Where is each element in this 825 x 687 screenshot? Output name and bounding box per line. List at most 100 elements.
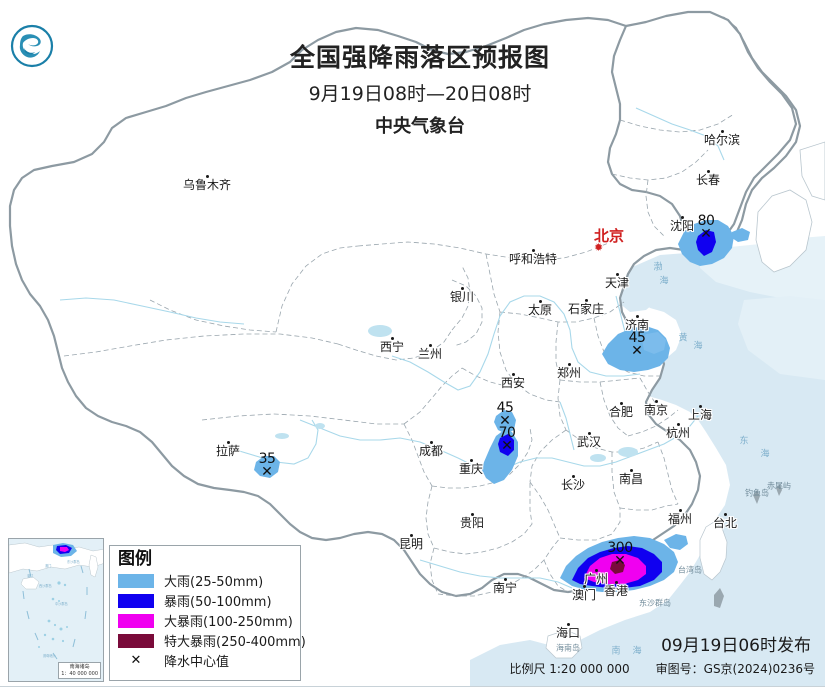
inset-name: 南海诸岛 bbox=[69, 664, 90, 670]
precip-center-x-icon: ✕ bbox=[614, 553, 626, 569]
legend-row-2: 大暴雨(100-250mm) bbox=[118, 611, 294, 631]
rain-area-shandong bbox=[602, 326, 670, 372]
city-dot-icon bbox=[720, 130, 724, 133]
svg-text:西沙群岛: 西沙群岛 bbox=[39, 583, 52, 588]
rain-area-sichuan bbox=[482, 410, 518, 484]
city-dot-icon bbox=[470, 513, 474, 516]
precip-center-x-icon: ✕ bbox=[700, 226, 712, 242]
city-name: 上海 bbox=[687, 408, 713, 422]
legend-row-0: 大雨(25-50mm) bbox=[118, 571, 294, 591]
city-name: 西宁 bbox=[379, 340, 405, 354]
city-label-13: 西安 bbox=[501, 373, 525, 389]
city-label-11: 兰州 bbox=[418, 344, 442, 360]
city-dot-icon bbox=[582, 585, 586, 588]
title-block: 全国强降雨落区预报图 9月19日08时—20日08时 中央气象台 bbox=[250, 43, 590, 138]
cma-dragon-logo bbox=[10, 24, 54, 68]
city-name: 香港 bbox=[603, 584, 629, 598]
legend-label-center: 降水中心值 bbox=[164, 655, 230, 671]
city-dot-icon bbox=[635, 315, 639, 318]
city-dot-icon bbox=[428, 344, 432, 347]
city-dot-icon bbox=[503, 578, 507, 581]
precip-center-x-icon: ✕ bbox=[499, 413, 511, 429]
city-dot-icon bbox=[511, 373, 515, 376]
sea-label-5: 海 bbox=[760, 449, 772, 460]
rain-area-guangdong bbox=[560, 536, 678, 592]
city-name: 石家庄 bbox=[567, 302, 605, 316]
city-label-10: 西宁 bbox=[380, 337, 404, 353]
city-dot-icon bbox=[226, 441, 230, 444]
island-label-3: 钓鱼岛 bbox=[745, 488, 769, 498]
city-dot-icon bbox=[571, 475, 575, 478]
city-label-32: 海口 bbox=[556, 623, 580, 639]
city-name: 南昌 bbox=[618, 472, 644, 486]
center-shandong: 45 ✕ bbox=[629, 331, 646, 358]
city-dot-icon bbox=[619, 402, 623, 405]
approval-number: 审图号：GS京(2024)0236号 bbox=[655, 662, 815, 676]
city-dot-icon bbox=[587, 432, 591, 435]
legend-swatch-3 bbox=[118, 633, 154, 648]
issuing-organization: 中央气象台 bbox=[375, 115, 465, 137]
city-label-14: 合肥 bbox=[609, 402, 633, 418]
south-china-sea-inset: 澳门 湛江 东沙群岛 西沙群岛 中沙群岛 曾母暗沙 南海诸岛 1：40 000 … bbox=[8, 538, 104, 682]
island-label-2: 海南岛 bbox=[556, 643, 580, 653]
city-label-27: 昆明 bbox=[399, 534, 423, 550]
city-label-6: 银川 bbox=[450, 287, 474, 303]
city-name: 贵阳 bbox=[459, 516, 485, 530]
city-label-5: 天津 bbox=[605, 273, 629, 289]
city-label-19: 杭州 bbox=[666, 423, 690, 439]
city-label-30: 澳门 bbox=[572, 585, 596, 601]
sea-label-3: 海 bbox=[693, 341, 705, 352]
city-label-21: 拉萨 bbox=[216, 441, 240, 457]
precip-center-x-icon: ✕ bbox=[261, 464, 273, 480]
city-label-22: 长沙 bbox=[561, 475, 585, 491]
inset-scale-value: 1：40 000 000 bbox=[61, 670, 98, 677]
forecast-period: 9月19日08时—20日08时 bbox=[308, 82, 532, 105]
precip-value: 45 bbox=[628, 330, 646, 346]
city-dot-icon bbox=[567, 363, 571, 366]
precip-value: 70 bbox=[498, 425, 516, 441]
city-dot-icon bbox=[629, 469, 633, 472]
city-dot-icon bbox=[584, 299, 588, 302]
city-label-31: 南宁 bbox=[493, 578, 517, 594]
precip-value: 300 bbox=[607, 540, 633, 556]
city-name: 合肥 bbox=[608, 405, 634, 419]
city-name: 台北 bbox=[712, 516, 738, 530]
city-dot-icon bbox=[678, 509, 682, 512]
city-label-28: 广州 bbox=[584, 569, 608, 585]
legend-row-1: 暴雨(50-100mm) bbox=[118, 591, 294, 611]
legend-row-3: 特大暴雨(250-400mm) bbox=[118, 631, 306, 651]
city-name: 福州 bbox=[667, 512, 693, 526]
city-dot-icon bbox=[698, 405, 702, 408]
svg-text:湛江: 湛江 bbox=[27, 573, 34, 578]
inset-scale-label: 南海诸岛 1：40 000 000 bbox=[58, 662, 101, 679]
city-name: 广州 bbox=[583, 572, 609, 586]
city-label-23: 南昌 bbox=[619, 469, 643, 485]
city-dot-icon bbox=[680, 216, 684, 219]
city-dot-icon bbox=[531, 249, 535, 252]
legend-label-3: 特大暴雨(250-400mm) bbox=[164, 635, 306, 651]
center-sichuan-north: 45 ✕ bbox=[497, 401, 514, 428]
sea-label-2: 黄 bbox=[678, 333, 690, 344]
city-name: 澳门 bbox=[571, 588, 597, 602]
legend-title: 图例 bbox=[118, 549, 152, 569]
city-dot-icon bbox=[594, 569, 598, 572]
city-name: 南京 bbox=[643, 403, 669, 417]
island-label-1: 东沙群岛 bbox=[639, 598, 671, 608]
sea-label-6: 南 bbox=[611, 646, 623, 657]
city-label-1: 哈尔滨 bbox=[704, 130, 740, 146]
footer-row: 比例尺 1:20 000 000 审图号：GS京(2024)0236号 bbox=[509, 660, 815, 677]
inset-map-svg: 澳门 湛江 东沙群岛 西沙群岛 中沙群岛 曾母暗沙 bbox=[9, 539, 103, 681]
city-dot-icon bbox=[676, 423, 680, 426]
city-name: 海口 bbox=[555, 626, 581, 640]
svg-text:东沙群岛: 东沙群岛 bbox=[67, 559, 80, 564]
issue-time: 09月19日06时发布 bbox=[661, 636, 811, 656]
city-name: 杭州 bbox=[665, 426, 691, 440]
city-dot-icon bbox=[706, 170, 710, 173]
rain-area-tibet bbox=[254, 456, 280, 478]
precip-center-x-icon: ✕ bbox=[501, 438, 513, 454]
legend-label-2: 大暴雨(100-250mm) bbox=[164, 615, 293, 631]
precip-center-x-icon: ✕ bbox=[631, 343, 643, 359]
svg-text:澳门: 澳门 bbox=[45, 563, 51, 568]
city-label-17: 成都 bbox=[419, 441, 443, 457]
